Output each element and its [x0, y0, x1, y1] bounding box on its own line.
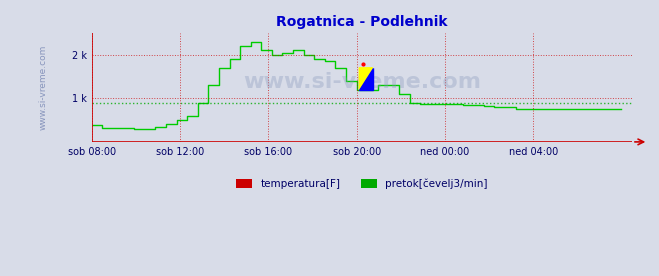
Polygon shape — [359, 68, 372, 90]
Legend: temperatura[F], pretok[čevelj3/min]: temperatura[F], pretok[čevelj3/min] — [232, 174, 492, 193]
Text: www.si-vreme.com: www.si-vreme.com — [39, 45, 47, 130]
Polygon shape — [359, 68, 372, 90]
Title: Rogatnica - Podlehnik: Rogatnica - Podlehnik — [276, 15, 447, 29]
Text: www.si-vreme.com: www.si-vreme.com — [243, 72, 481, 92]
